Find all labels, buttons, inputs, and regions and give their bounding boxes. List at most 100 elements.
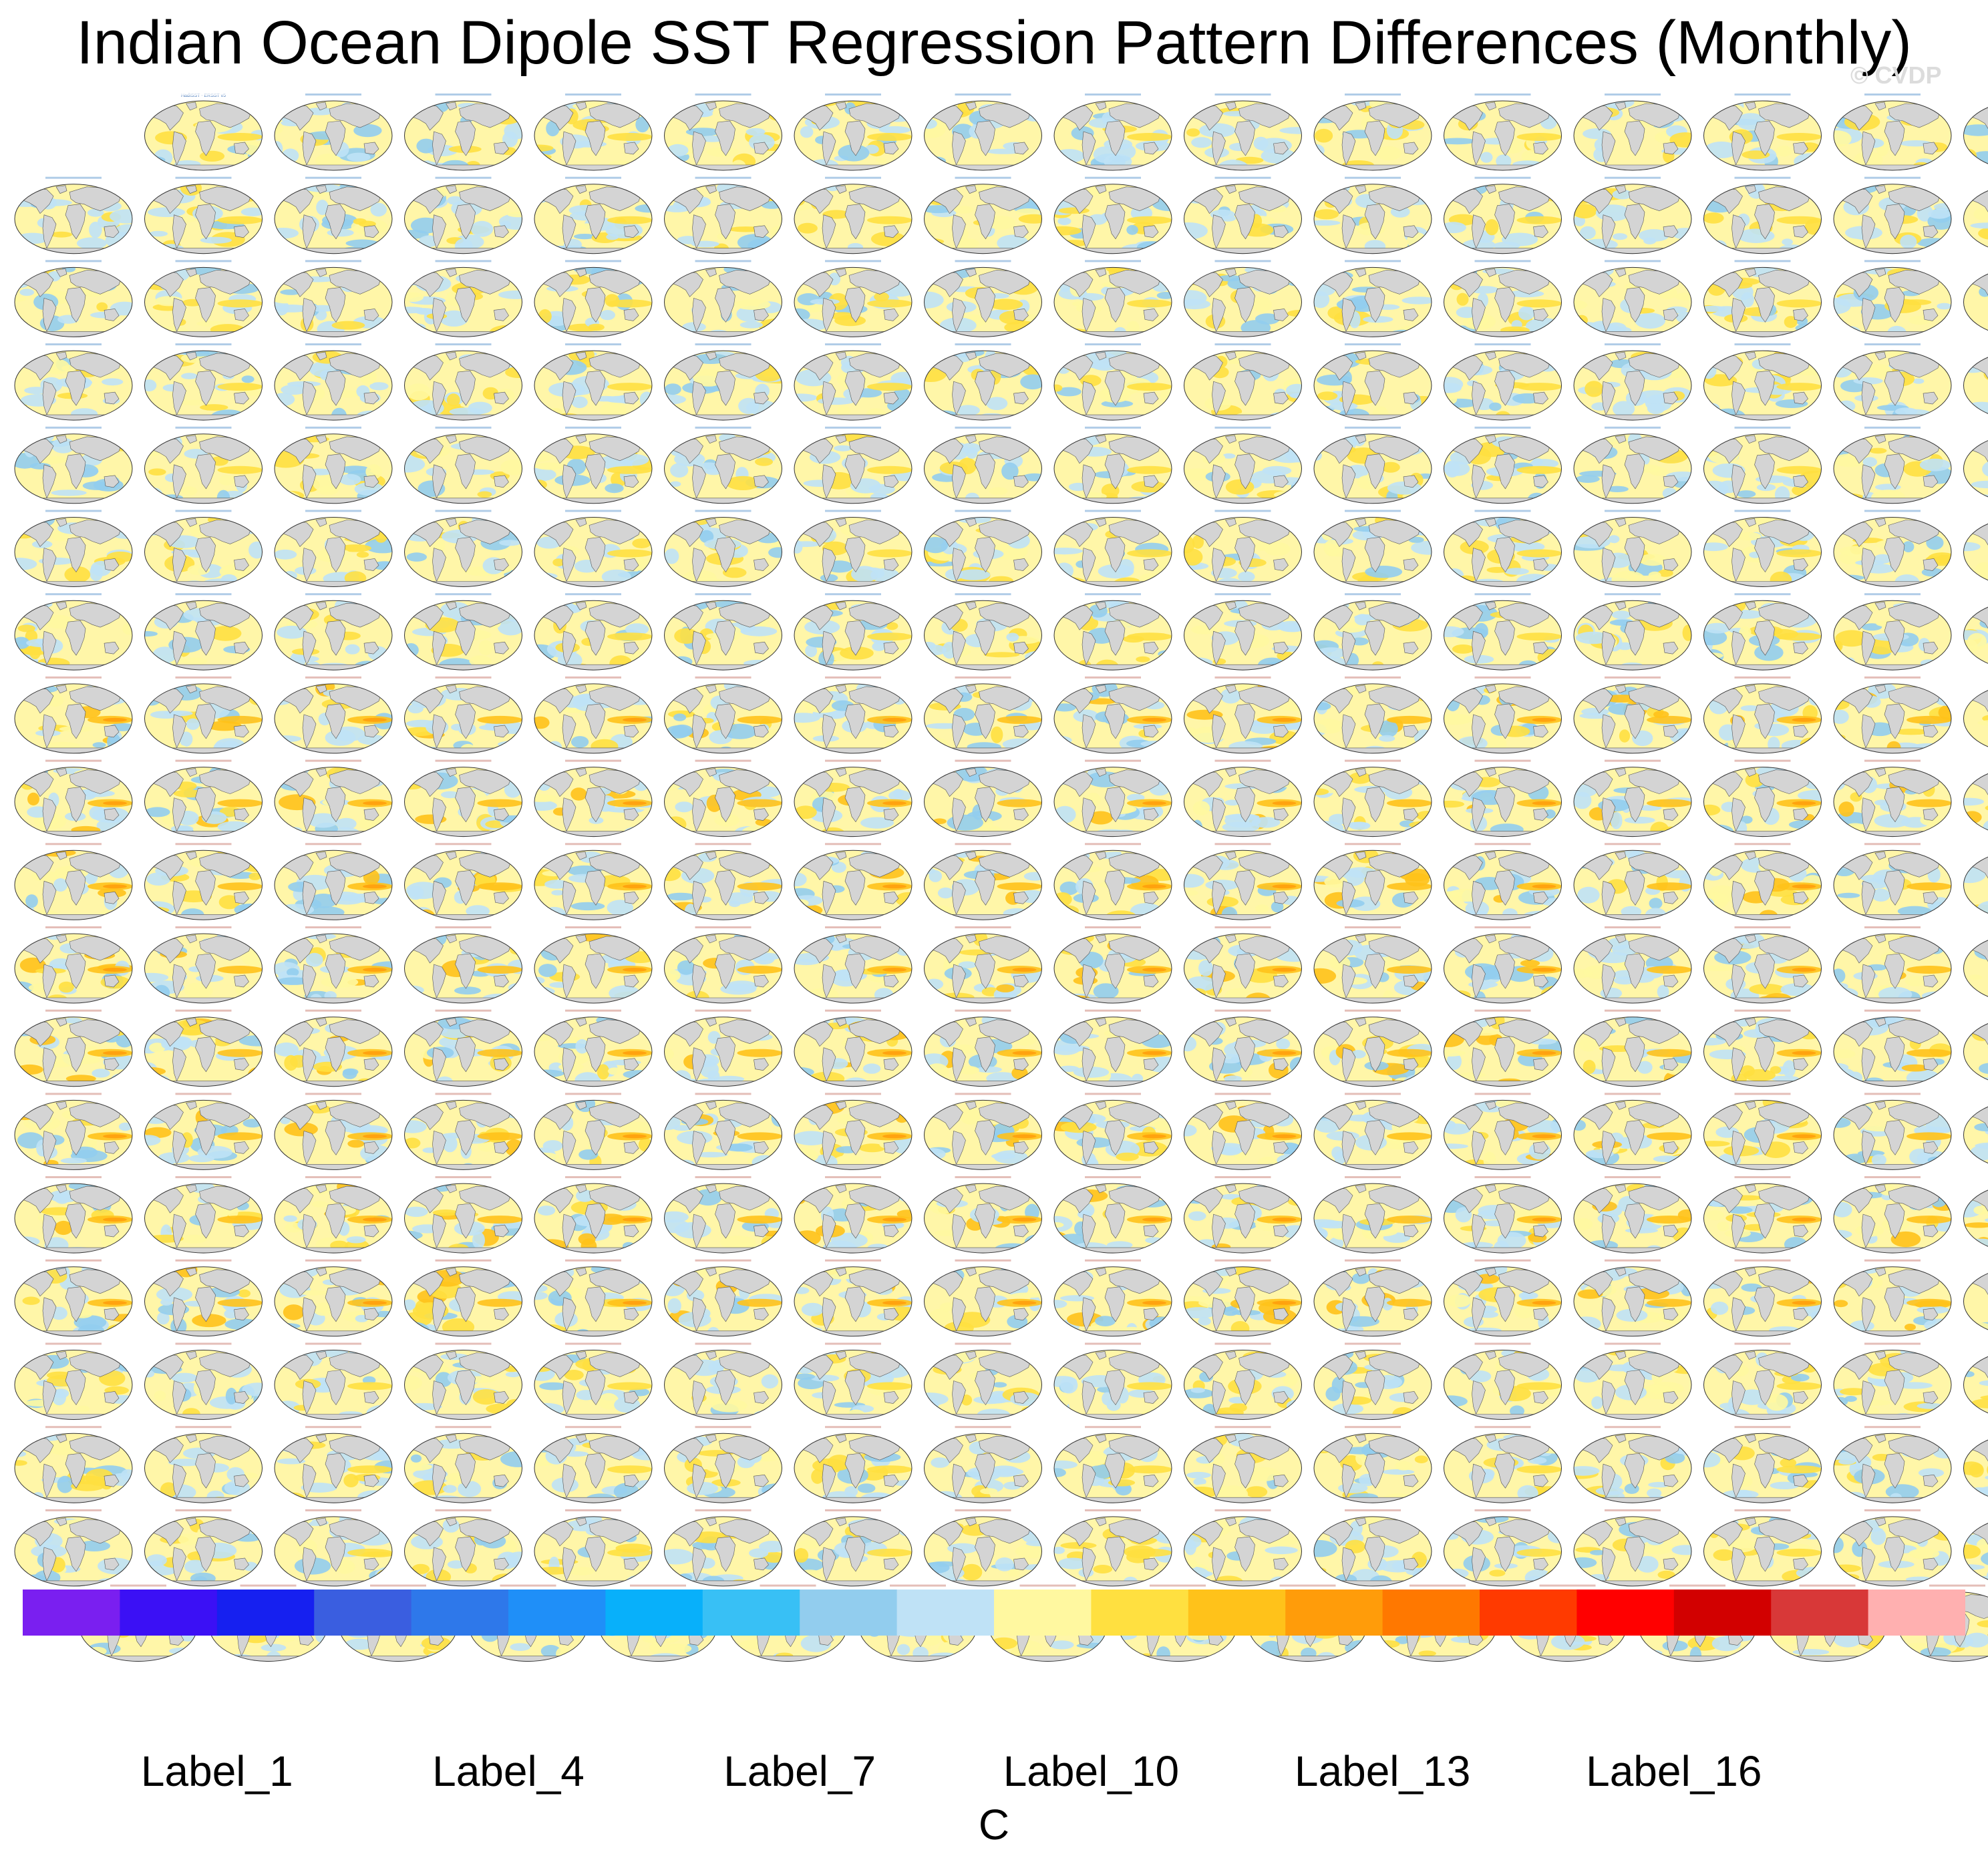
map-outline bbox=[1703, 1433, 1822, 1503]
panel-title-mark bbox=[695, 510, 752, 512]
panel-title-mark bbox=[1605, 759, 1661, 762]
map-outline bbox=[1313, 1350, 1432, 1420]
map-panel bbox=[144, 1509, 263, 1587]
panel-title-mark bbox=[695, 926, 752, 928]
map-panel bbox=[274, 1259, 393, 1337]
map-outline bbox=[534, 433, 653, 504]
panel-title-mark bbox=[955, 1259, 1011, 1262]
panel-title-mark bbox=[1085, 926, 1141, 928]
map-outline bbox=[1963, 107, 1988, 164]
map-panel bbox=[274, 1176, 393, 1254]
panel-title-mark bbox=[1864, 343, 1921, 346]
panel-title-mark bbox=[305, 759, 361, 762]
map-panel bbox=[1053, 343, 1172, 421]
map-outline bbox=[1573, 350, 1692, 421]
map-outline bbox=[1963, 1106, 1988, 1164]
map-outline bbox=[924, 683, 1042, 754]
map-outline bbox=[924, 350, 1042, 421]
panel-title-mark bbox=[1864, 759, 1921, 762]
panel-title-mark bbox=[175, 176, 232, 179]
map-outline bbox=[1184, 1099, 1302, 1170]
map-panel bbox=[14, 593, 133, 671]
panel-title-mark bbox=[565, 176, 621, 179]
map-outline bbox=[1313, 600, 1432, 671]
map-panel bbox=[924, 926, 1042, 1004]
map-outline bbox=[1573, 100, 1692, 171]
panel-title-mark bbox=[1214, 593, 1271, 596]
map-panel bbox=[1963, 683, 1988, 753]
map-panel bbox=[1313, 343, 1432, 421]
panel-title-mark bbox=[955, 1176, 1011, 1179]
map-outline bbox=[1313, 933, 1432, 1004]
panel-title-mark bbox=[1605, 94, 1661, 96]
colorbar-cell bbox=[1868, 1590, 1965, 1636]
map-outline bbox=[1444, 266, 1562, 337]
map-outline bbox=[274, 1099, 393, 1170]
map-panel bbox=[924, 759, 1042, 837]
panel-title-mark bbox=[45, 260, 102, 262]
map-panel bbox=[1053, 510, 1172, 587]
colorbar-cell bbox=[896, 1590, 995, 1636]
map-outline bbox=[144, 600, 263, 671]
map-outline bbox=[404, 1016, 522, 1087]
panel-title-mark bbox=[1085, 1426, 1141, 1429]
panel-title-mark bbox=[955, 593, 1011, 596]
map-outline bbox=[1833, 1266, 1952, 1337]
map-outline bbox=[534, 517, 653, 587]
map-panel bbox=[274, 1426, 393, 1503]
map-panel bbox=[1313, 1509, 1432, 1587]
panel-title-mark bbox=[1214, 426, 1271, 429]
map-outline bbox=[1184, 1016, 1302, 1087]
colorbar-tick-label: Label_10 bbox=[1003, 1747, 1180, 1795]
map-panel bbox=[1573, 1342, 1692, 1420]
map-outline bbox=[404, 933, 522, 1004]
map-panel bbox=[1184, 1176, 1302, 1254]
map-panel bbox=[1184, 1426, 1302, 1503]
colorbar-cell bbox=[1285, 1590, 1383, 1636]
colorbar-cell bbox=[1480, 1590, 1577, 1636]
panel-title-mark bbox=[1214, 176, 1271, 179]
map-panel bbox=[144, 510, 263, 587]
panel-title-mark bbox=[45, 1426, 102, 1429]
map-outline bbox=[14, 1516, 133, 1587]
map-outline bbox=[144, 100, 263, 171]
map-panel bbox=[1833, 260, 1952, 337]
panel-title-mark bbox=[630, 1584, 686, 1587]
map-panel bbox=[924, 343, 1042, 421]
map-panel bbox=[1963, 184, 1988, 254]
watermark: © CVDP bbox=[1850, 61, 1942, 89]
panel-title-mark bbox=[1345, 926, 1401, 928]
panel-title-mark bbox=[1864, 1009, 1921, 1012]
panel-title-mark bbox=[435, 94, 492, 96]
map-outline bbox=[404, 1516, 522, 1587]
panel-title-mark bbox=[175, 1176, 232, 1179]
map-outline bbox=[1444, 850, 1562, 920]
map-outline bbox=[1703, 600, 1822, 671]
map-panel bbox=[1963, 600, 1988, 671]
panel-title-mark bbox=[1345, 1176, 1401, 1179]
panel-title-mark bbox=[1734, 1009, 1791, 1012]
map-panel bbox=[664, 343, 782, 421]
colorbar-units: C bbox=[978, 1801, 1010, 1849]
map-outline bbox=[1444, 350, 1562, 421]
map-outline bbox=[1703, 1016, 1822, 1087]
map-panel bbox=[144, 1176, 263, 1254]
map-outline bbox=[1444, 1433, 1562, 1503]
map-panel bbox=[534, 343, 653, 421]
map-panel bbox=[1444, 510, 1562, 587]
panel-title-mark bbox=[890, 1584, 946, 1587]
map-outline bbox=[1444, 517, 1562, 587]
map-panel bbox=[274, 759, 393, 837]
map-outline bbox=[924, 433, 1042, 504]
map-panel bbox=[664, 94, 782, 171]
map-panel bbox=[144, 1342, 263, 1420]
map-panel bbox=[1833, 510, 1952, 587]
panel-title-mark bbox=[1734, 1093, 1791, 1095]
map-panel bbox=[794, 843, 913, 920]
map-outline bbox=[1703, 100, 1822, 171]
map-panel bbox=[14, 1342, 133, 1420]
map-outline bbox=[14, 1183, 133, 1254]
map-outline bbox=[534, 100, 653, 171]
map-panel bbox=[1963, 767, 1988, 837]
map-outline bbox=[1573, 1016, 1692, 1087]
